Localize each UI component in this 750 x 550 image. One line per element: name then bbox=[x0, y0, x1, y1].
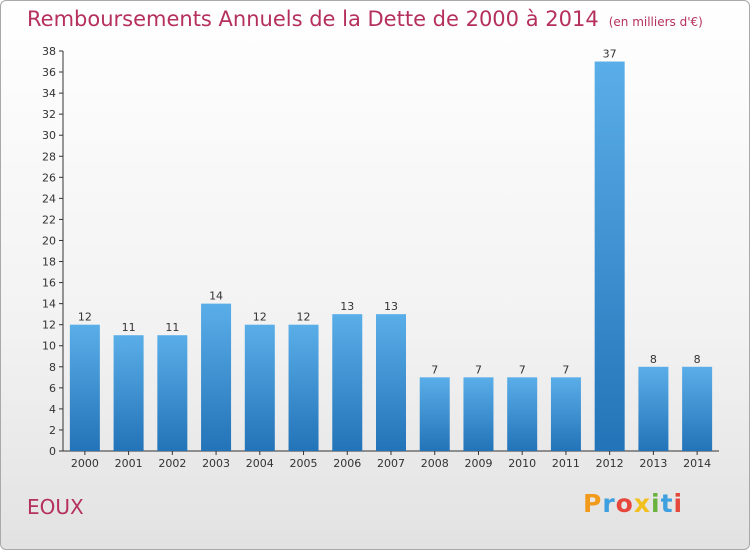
x-tick-label: 2005 bbox=[290, 457, 318, 470]
bar bbox=[594, 61, 625, 452]
y-tick-label: 30 bbox=[42, 129, 56, 142]
proxiti-logo[interactable]: Proxiti bbox=[583, 489, 683, 518]
bar bbox=[69, 324, 100, 451]
data-label: 12 bbox=[253, 311, 267, 324]
data-label: 11 bbox=[122, 321, 136, 334]
bar bbox=[201, 303, 232, 451]
y-tick-label: 16 bbox=[42, 277, 56, 290]
logo-letter: r bbox=[602, 489, 616, 518]
chart-title: Remboursements Annuels de la Dette de 20… bbox=[27, 7, 703, 31]
y-tick-label: 34 bbox=[42, 87, 56, 100]
data-label: 13 bbox=[384, 300, 398, 313]
bar bbox=[113, 335, 144, 451]
bar bbox=[157, 335, 188, 451]
x-axis: 2000 2001 2002 2003 2004 2005 2006 2007 2008 2009… bbox=[63, 450, 719, 470]
x-tick-label: 2000 bbox=[71, 457, 99, 470]
x-tick-label: 2009 bbox=[464, 457, 492, 470]
y-tick-label: 26 bbox=[42, 171, 56, 184]
y-tick-label: 18 bbox=[42, 256, 56, 269]
bar bbox=[376, 314, 406, 451]
data-label: 7 bbox=[519, 363, 526, 376]
x-tick-label: 2014 bbox=[683, 457, 711, 470]
y-tick-label: 12 bbox=[42, 319, 56, 332]
data-label: 8 bbox=[650, 353, 657, 366]
data-label: 13 bbox=[340, 300, 354, 313]
y-tick-label: 10 bbox=[42, 340, 56, 353]
logo-letter: t bbox=[660, 489, 674, 518]
y-tick-label: 38 bbox=[42, 45, 56, 58]
data-label: 7 bbox=[562, 363, 569, 376]
y-tick-label: 8 bbox=[49, 361, 56, 374]
y-tick-label: 28 bbox=[42, 150, 56, 163]
bar bbox=[419, 377, 450, 451]
chart-title-text: Remboursements Annuels de la Dette de 20… bbox=[27, 7, 599, 31]
data-labels-group: 12 11 11 14 12 12 13 13 7 7 7 7 37 8 8 bbox=[78, 48, 701, 377]
y-tick-label: 14 bbox=[42, 298, 56, 311]
data-label: 14 bbox=[209, 290, 223, 303]
y-tick-label: 2 bbox=[49, 424, 56, 437]
y-tick-label: 6 bbox=[49, 382, 56, 395]
data-label: 8 bbox=[694, 353, 701, 366]
x-tick-label: 2006 bbox=[333, 457, 361, 470]
bar bbox=[550, 377, 581, 451]
bar bbox=[332, 314, 363, 451]
logo-letter: o bbox=[615, 489, 634, 518]
data-label: 12 bbox=[297, 311, 311, 324]
bar bbox=[244, 324, 275, 451]
logo-letter: i bbox=[651, 489, 661, 518]
chart-unit: (en milliers d'€) bbox=[608, 15, 703, 29]
logo-letter: i bbox=[673, 489, 684, 518]
bar bbox=[288, 324, 319, 451]
x-tick-label: 2003 bbox=[202, 457, 230, 470]
y-tick-label: 0 bbox=[49, 445, 56, 458]
x-tick-label: 2002 bbox=[158, 457, 186, 470]
bar bbox=[682, 366, 713, 451]
bar bbox=[507, 377, 538, 451]
data-label: 12 bbox=[78, 311, 92, 324]
data-label: 37 bbox=[603, 48, 617, 61]
logo-letter: x bbox=[633, 489, 651, 518]
data-label: 7 bbox=[475, 363, 482, 376]
bar bbox=[638, 366, 669, 451]
data-label: 11 bbox=[165, 321, 179, 334]
y-tick-label: 24 bbox=[42, 192, 56, 205]
y-tick-label: 20 bbox=[42, 234, 56, 247]
y-tick-label: 36 bbox=[42, 66, 56, 79]
x-tick-label: 2013 bbox=[639, 457, 667, 470]
x-tick-label: 2011 bbox=[552, 457, 580, 470]
x-tick-label: 2010 bbox=[508, 457, 536, 470]
y-tick-label: 22 bbox=[42, 213, 56, 226]
place-name: EOUX bbox=[27, 495, 84, 519]
x-tick-label: 2001 bbox=[115, 457, 143, 470]
data-label: 7 bbox=[431, 363, 438, 376]
y-tick-label: 32 bbox=[42, 108, 56, 121]
y-tick-label: 4 bbox=[49, 403, 56, 416]
x-tick-label: 2004 bbox=[246, 457, 274, 470]
bar bbox=[463, 377, 494, 451]
x-tick-label: 2008 bbox=[421, 457, 449, 470]
x-tick-label: 2012 bbox=[596, 457, 624, 470]
logo-letter: P bbox=[583, 489, 603, 518]
x-tick-label: 2007 bbox=[377, 457, 405, 470]
bars-group bbox=[69, 61, 713, 452]
